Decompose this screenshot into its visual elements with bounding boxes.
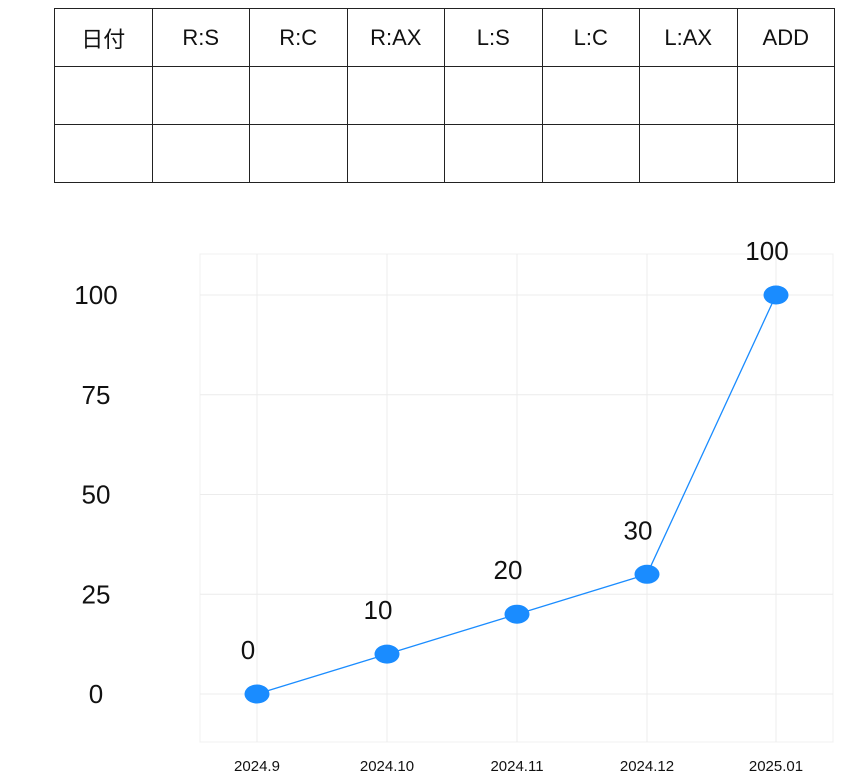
x-tick-label: 2024.12: [620, 758, 674, 775]
x-tick-label: 2025.01: [749, 758, 803, 775]
data-label: 10: [364, 595, 393, 625]
header-r-c: R:C: [249, 8, 348, 67]
x-tick-label: 2024.11: [490, 758, 543, 775]
table-cell[interactable]: [249, 124, 348, 183]
data-point: [374, 644, 400, 664]
table-cell[interactable]: [639, 124, 738, 183]
table-cell[interactable]: [541, 124, 640, 183]
x-tick-label: 2024.9: [234, 758, 280, 775]
table-cell[interactable]: [54, 124, 153, 183]
table-cell[interactable]: [346, 124, 445, 183]
y-tick-label: 100: [74, 280, 117, 310]
y-tick-label: 75: [82, 380, 111, 410]
data-point: [504, 604, 530, 624]
data-label: 30: [624, 515, 653, 545]
table-cell[interactable]: [541, 66, 640, 125]
data-point: [244, 684, 270, 704]
table-cell[interactable]: [736, 124, 835, 183]
data-point: [763, 285, 789, 305]
y-tick-label: 0: [89, 679, 103, 709]
data-label: 20: [494, 555, 523, 585]
header-add: ADD: [736, 8, 835, 67]
x-tick-label: 2024.10: [360, 758, 414, 775]
data-label: 0: [241, 635, 255, 665]
header-l-c: L:C: [541, 8, 640, 67]
y-tick-label: 50: [82, 480, 111, 510]
header-date: 日付: [54, 8, 153, 67]
table-row: [54, 124, 835, 183]
header-r-s: R:S: [151, 8, 250, 67]
table-cell[interactable]: [444, 124, 543, 183]
data-label: 100: [745, 236, 788, 266]
data-point: [634, 564, 660, 584]
table-cell[interactable]: [639, 66, 738, 125]
measurement-table: 日付 R:S R:C R:AX L:S L:C L:AX ADD: [54, 8, 835, 183]
table-cell[interactable]: [151, 66, 250, 125]
table-row: [54, 66, 835, 125]
y-tick-label: 25: [82, 579, 111, 609]
